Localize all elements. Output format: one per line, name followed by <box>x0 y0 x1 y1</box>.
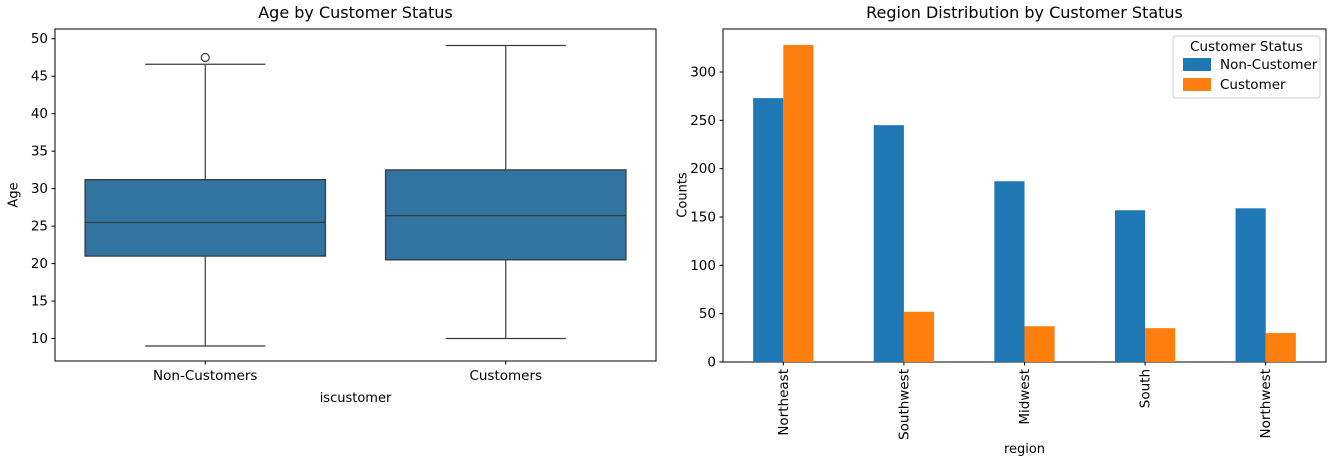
y-tick-label: 10 <box>31 331 48 347</box>
legend-label-Non-Customer: Non-Customer <box>1220 57 1318 73</box>
x-tick-label: Northwest <box>1258 369 1274 438</box>
boxplot-ylabel: Age <box>6 182 22 208</box>
x-tick-label: Non-Customers <box>153 368 257 384</box>
y-tick-label: 40 <box>31 106 48 122</box>
bar-Non-Customer-Southwest <box>873 125 904 362</box>
legend-swatch-Non-Customer <box>1183 58 1211 71</box>
bar-Customer-Northeast <box>783 44 814 362</box>
y-tick-label: 15 <box>31 294 48 310</box>
x-tick-label: Southwest <box>896 369 912 440</box>
barchart-title: Region Distribution by Customer Status <box>866 3 1183 22</box>
barchart-ylabel: Counts <box>675 172 691 218</box>
box-Non-Customers <box>84 178 327 257</box>
bar-Customer-South <box>1145 328 1176 362</box>
boxplot-xlabel: iscustomer <box>319 391 392 406</box>
bar-Non-Customer-Northwest <box>1235 208 1266 362</box>
bar-Non-Customer-Midwest <box>994 181 1025 362</box>
box-Customers <box>384 169 627 261</box>
outlier-point <box>200 52 210 63</box>
bar-Non-Customer-South <box>1114 210 1146 362</box>
bar-Non-Customer-Northeast <box>753 98 784 362</box>
x-tick-label: Customers <box>469 368 542 384</box>
x-tick-label: Northeast <box>776 369 792 436</box>
x-tick-label: South <box>1138 369 1154 408</box>
y-tick-label: 0 <box>707 355 716 371</box>
plot-frame <box>54 28 657 362</box>
y-tick-label: 45 <box>31 69 48 85</box>
y-tick-label: 20 <box>31 256 48 272</box>
bar-Customer-Northwest <box>1265 333 1296 362</box>
barchart-xlabel: region <box>1003 442 1046 457</box>
y-tick-label: 30 <box>31 181 48 197</box>
y-tick-label: 300 <box>690 65 716 81</box>
legend-swatch-Customer <box>1183 78 1211 91</box>
y-tick-label: 25 <box>31 219 48 235</box>
y-tick-label: 200 <box>690 161 716 177</box>
y-tick-label: 250 <box>690 113 716 129</box>
y-tick-label: 150 <box>690 210 716 226</box>
y-tick-label: 100 <box>690 258 716 274</box>
y-tick-label: 50 <box>31 31 48 47</box>
y-tick-label: 50 <box>699 306 716 322</box>
legend-label-Customer: Customer <box>1220 77 1286 93</box>
bar-Customer-Midwest <box>1024 326 1055 362</box>
x-tick-label: Midwest <box>1017 369 1033 425</box>
boxplot-title: Age by Customer Status <box>258 3 453 22</box>
legend-title: Customer Status <box>1190 39 1303 55</box>
y-tick-label: 35 <box>31 144 48 160</box>
bar-Customer-Southwest <box>903 311 935 362</box>
